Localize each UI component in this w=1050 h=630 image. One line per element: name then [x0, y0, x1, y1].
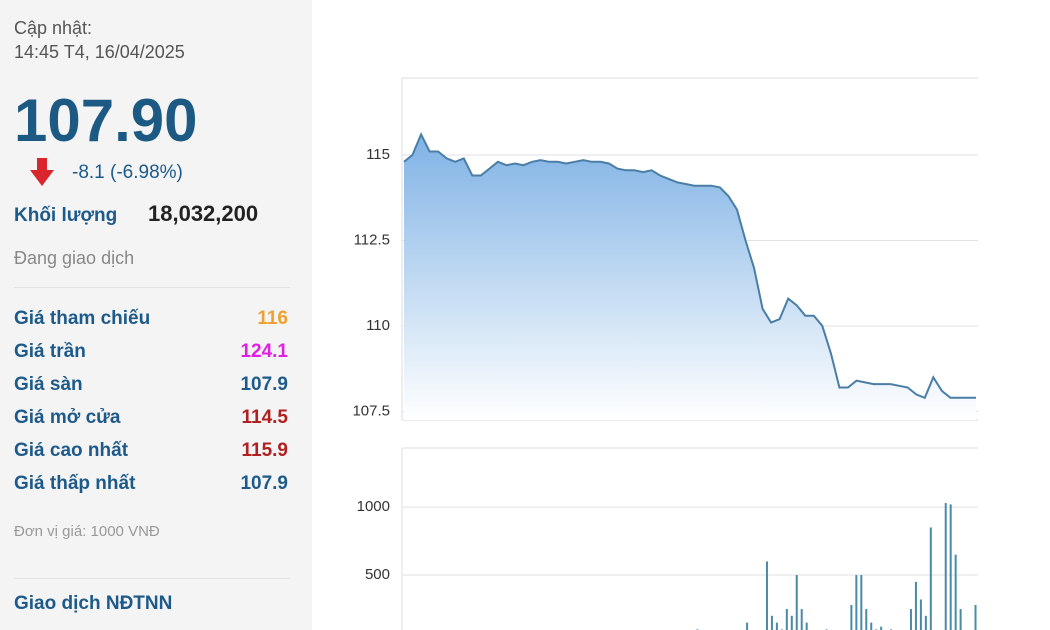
row-value: 116 [257, 308, 288, 329]
row-value: 124.1 [240, 341, 288, 362]
charts: 115 112.5 110 107.5 500 1000 [312, 0, 1050, 630]
volume-bar [790, 615, 793, 630]
row-label: Giá tham chiếu [14, 308, 151, 329]
volume-bar [974, 604, 977, 630]
volume-bar [870, 622, 873, 630]
y-tick-label: 107.5 [352, 402, 390, 419]
volume-bar [865, 609, 868, 630]
volume-bar [775, 622, 778, 630]
volume-bar [850, 604, 853, 630]
volume-bar [924, 615, 927, 630]
volume-bar [959, 609, 962, 630]
volume-bar [914, 581, 917, 630]
volume-bar [954, 554, 957, 630]
unit: Đơn vị giá: 1000 VNĐ [14, 523, 160, 540]
volume-label: Khối lượng [14, 205, 118, 226]
row-value: 114.5 [241, 407, 289, 428]
divider [14, 287, 290, 288]
updated-time: 14:45 T4, 16/04/2025 [14, 42, 185, 62]
row-value: 107.9 [240, 374, 288, 395]
volume-bar [909, 609, 912, 630]
volume-bar [770, 615, 773, 630]
volume-bar [785, 609, 788, 630]
price-line [403, 131, 976, 400]
foreign-title: Giao dịch NĐTNN [14, 593, 173, 614]
volume-bar [855, 575, 858, 630]
volume-bar [949, 504, 952, 630]
volume-bar [929, 527, 932, 630]
divider [14, 578, 290, 579]
row-label: Giá cao nhất [14, 440, 129, 461]
volume-bar [746, 622, 749, 630]
row-label: Giá trần [14, 341, 86, 362]
change: -8.1 (-6.98%) [72, 162, 183, 183]
volume-bar [800, 609, 803, 630]
volume-bar [795, 575, 798, 630]
row-value: 115.9 [241, 440, 289, 461]
y-tick-label: 110 [366, 317, 390, 334]
y-tick-label: 112.5 [354, 231, 390, 248]
row-value: 107.9 [240, 473, 288, 494]
volume-bar [860, 575, 863, 630]
y-tick-label: 500 [365, 566, 390, 583]
volume-bar [919, 599, 922, 630]
price-area [404, 134, 976, 420]
updated-label: Cập nhật: [14, 18, 93, 38]
volume-bar [944, 503, 947, 630]
down-arrow [30, 158, 54, 186]
volume-bar [805, 622, 808, 630]
price: 107.90 [14, 87, 198, 154]
y-tick-label: 115 [366, 146, 390, 163]
row-label: Giá sàn [14, 374, 83, 395]
sidebar: Cập nhật: 14:45 T4, 16/04/2025 107.90 -8… [0, 0, 312, 630]
volume-bar [765, 561, 768, 630]
volume-bar [880, 626, 883, 630]
volume: 18,032,200 [148, 201, 259, 226]
y-tick-label: 1000 [357, 498, 390, 515]
status: Đang giao dịch [14, 248, 135, 268]
row-label: Giá thấp nhất [14, 473, 136, 494]
row-label: Giá mở cửa [14, 407, 121, 428]
